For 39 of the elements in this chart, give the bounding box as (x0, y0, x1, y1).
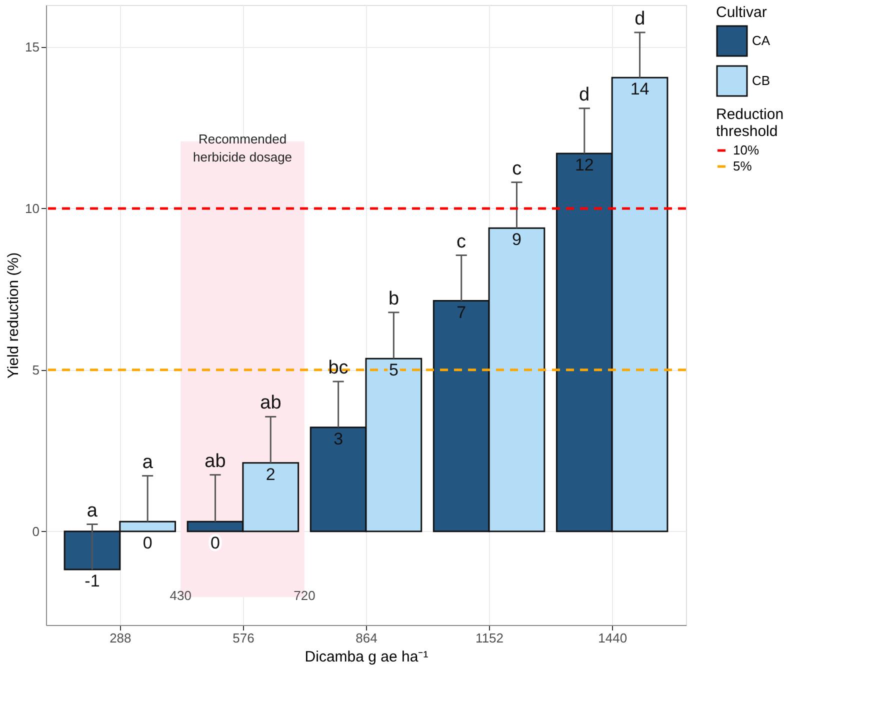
x-axis-title: Dicamba g ae ha⁻¹ (304, 648, 428, 666)
text: Reduction threshold (716, 106, 784, 140)
annotation: c (512, 158, 522, 180)
data-label: 9 (512, 230, 522, 250)
annotation: 430 (170, 588, 192, 603)
annotation: d (579, 84, 590, 106)
text: Cultivar (716, 4, 767, 21)
y-tick-label: 5 (32, 362, 40, 378)
data-label: 0 (142, 533, 152, 552)
data-label: 2 (266, 464, 276, 484)
legend-label: CB (752, 73, 770, 88)
data-label: 3 (334, 429, 344, 448)
annotation: a (86, 500, 98, 522)
annotation: ab (204, 450, 226, 472)
annotation: c (456, 231, 466, 252)
annotation: a (142, 452, 154, 473)
legend-label: CA (752, 33, 770, 48)
legend-label: 10% (733, 142, 760, 158)
data-label: 7 (456, 302, 466, 322)
annotation: 720 (294, 588, 316, 603)
x-tick-label: 1152 (476, 630, 504, 646)
data-label: 14 (630, 80, 650, 99)
x-tick-label: 1440 (598, 630, 628, 646)
data-label: -1 (84, 571, 100, 590)
x-tick-label: 864 (356, 630, 378, 646)
data-label: 12 (574, 156, 594, 175)
data-label: 5 (388, 360, 398, 380)
band-label: Recommended herbicide dosage (193, 131, 292, 164)
annotation: ab (260, 392, 282, 414)
annotation: b (388, 288, 400, 310)
y-tick-label: 0 (32, 524, 40, 539)
y-tick-label: 15 (25, 39, 40, 54)
x-tick-label: 576 (232, 630, 254, 646)
data-label: 0 (210, 533, 220, 552)
x-tick-label: 288 (110, 630, 132, 646)
annotation: d (634, 8, 646, 30)
y-tick-label: 10 (25, 200, 40, 216)
y-axis-title: Yield reduction (%) (5, 252, 22, 379)
legend-label: 5% (733, 158, 752, 174)
